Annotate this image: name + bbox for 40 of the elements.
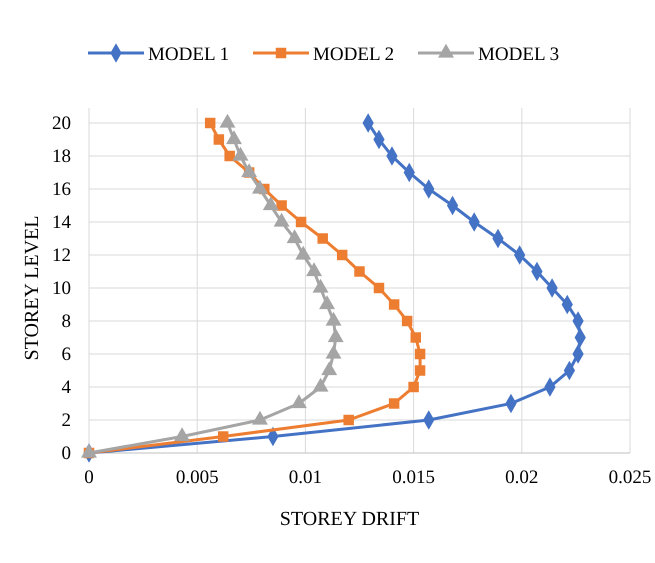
x-tick-label: 0.015 bbox=[392, 467, 435, 488]
x-tick-label: 0.02 bbox=[505, 467, 538, 488]
y-axis-title: STOREY LEVEL bbox=[21, 216, 43, 360]
legend-label: MODEL 1 bbox=[148, 44, 230, 65]
y-tick-label: 10 bbox=[52, 278, 71, 299]
y-tick-label: 6 bbox=[62, 344, 71, 365]
point bbox=[296, 216, 306, 228]
y-tick-label: 2 bbox=[62, 410, 71, 431]
point bbox=[414, 365, 426, 376]
point bbox=[354, 266, 365, 277]
point bbox=[214, 134, 224, 145]
point bbox=[276, 200, 287, 211]
y-tick-label: 14 bbox=[52, 212, 72, 233]
y-tick-label: 8 bbox=[62, 311, 71, 332]
x-tick-label: 0.025 bbox=[608, 467, 652, 488]
point bbox=[336, 250, 348, 260]
point bbox=[218, 431, 228, 442]
y-tick-label: 18 bbox=[52, 146, 71, 167]
point bbox=[317, 233, 328, 244]
point bbox=[410, 332, 422, 343]
point bbox=[204, 118, 216, 128]
y-tick-label: 20 bbox=[52, 113, 71, 134]
legend-label: MODEL 2 bbox=[313, 44, 394, 65]
point bbox=[224, 150, 235, 162]
point bbox=[408, 382, 419, 392]
y-tick-label: 16 bbox=[52, 179, 71, 200]
point bbox=[343, 414, 354, 426]
legend-label: MODEL 3 bbox=[478, 44, 560, 65]
point bbox=[388, 398, 400, 409]
x-axis-title: STOREY DRIFT bbox=[280, 508, 420, 530]
point bbox=[388, 299, 400, 310]
y-tick-label: 12 bbox=[52, 245, 71, 266]
point bbox=[402, 316, 412, 326]
x-tick-label: 0 bbox=[84, 467, 94, 488]
point bbox=[374, 282, 384, 294]
y-tick-label: 0 bbox=[62, 443, 71, 464]
x-tick-label: 0.005 bbox=[176, 467, 219, 488]
x-tick-label: 0.01 bbox=[288, 467, 322, 488]
point bbox=[414, 348, 426, 360]
y-tick-label: 4 bbox=[62, 377, 72, 398]
